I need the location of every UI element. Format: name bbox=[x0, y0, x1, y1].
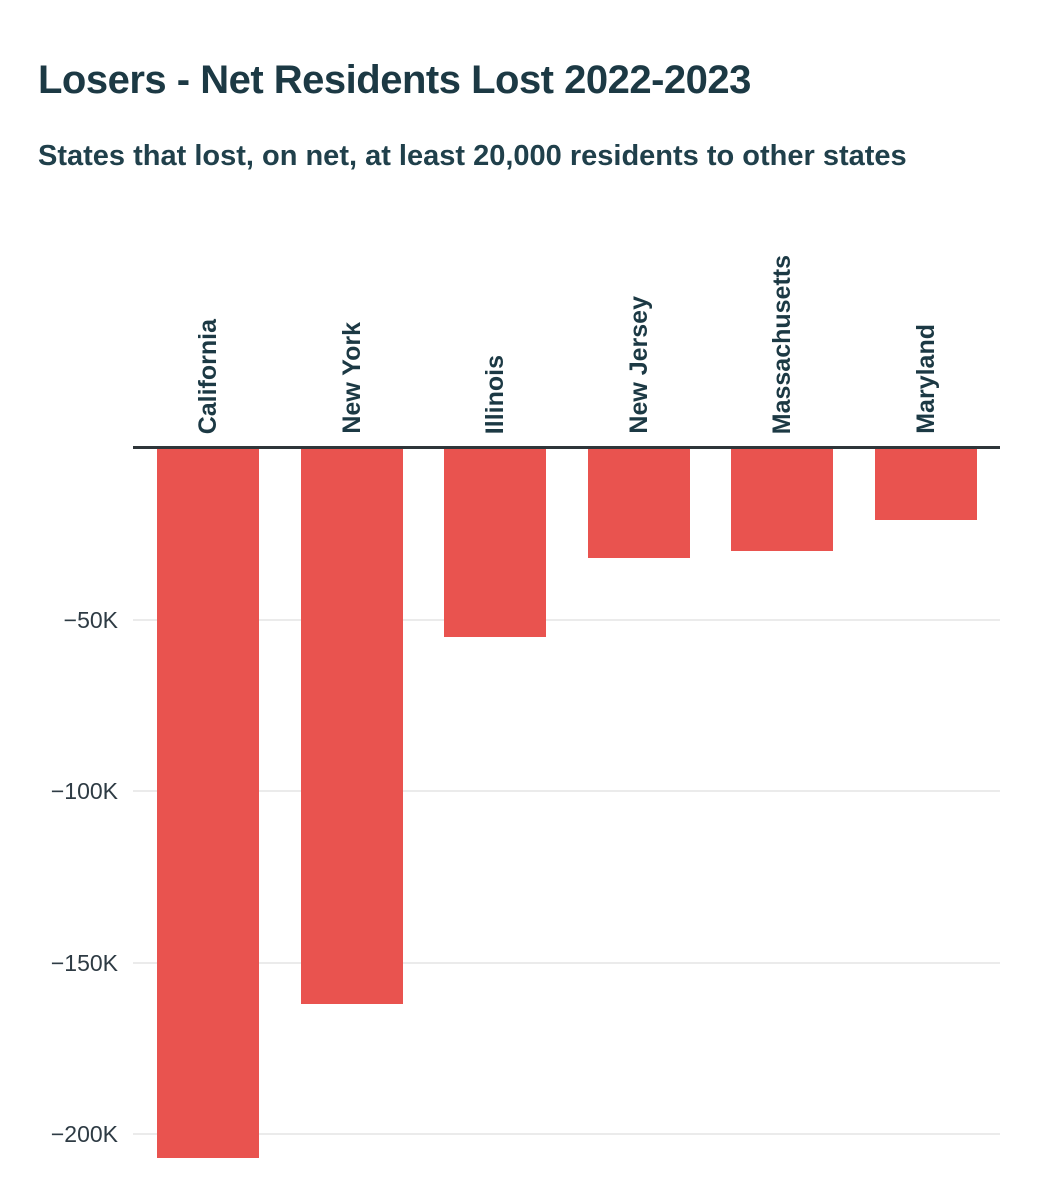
bar-massachusetts bbox=[731, 448, 833, 551]
category-label-new-york: New York bbox=[337, 322, 366, 434]
category-label-new-jersey: New Jersey bbox=[624, 296, 653, 434]
gridline--200k bbox=[133, 1133, 1000, 1135]
bar-california bbox=[157, 448, 259, 1158]
category-label-maryland: Maryland bbox=[911, 324, 940, 434]
chart-title: Losers - Net Residents Lost 2022-2023 bbox=[38, 58, 751, 102]
y-axis-tick-label: −150K bbox=[50, 949, 118, 976]
category-label-massachusetts: Massachusetts bbox=[768, 254, 796, 434]
zero-baseline-axis bbox=[133, 446, 1000, 449]
category-label-illinois: Illinois bbox=[481, 354, 509, 434]
y-axis-tick-label: −200K bbox=[50, 1121, 118, 1147]
bar-illinois bbox=[444, 448, 546, 637]
bar-new-york bbox=[300, 448, 403, 1004]
bar-maryland bbox=[874, 448, 977, 521]
category-label-california: California bbox=[194, 318, 222, 434]
y-axis-tick-label: −100K bbox=[50, 778, 118, 804]
gridline--100k bbox=[133, 790, 1000, 792]
bar-new-jersey bbox=[587, 448, 690, 558]
y-axis-tick-label: −50K bbox=[63, 606, 118, 633]
chart-subtitle: States that lost, on net, at least 20,00… bbox=[38, 140, 907, 172]
gridline--150k bbox=[133, 961, 1000, 964]
gridline--50k bbox=[133, 618, 1000, 621]
